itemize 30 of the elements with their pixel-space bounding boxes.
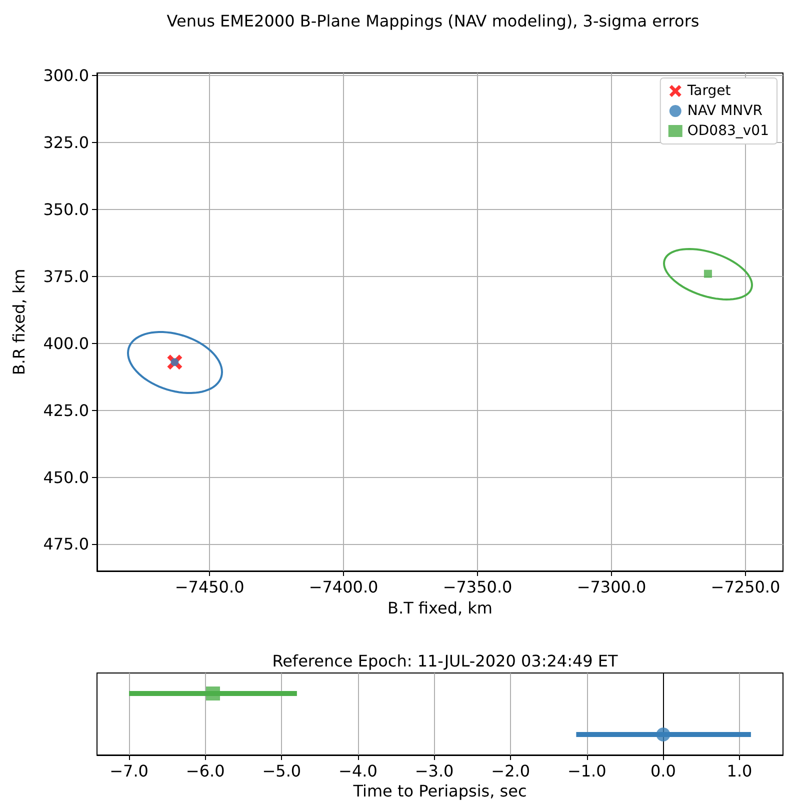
x-tick-label: −3.0: [414, 762, 454, 780]
legend-label: Target: [686, 83, 732, 99]
legend-label: NAV MNVR: [687, 103, 763, 119]
chart-title: Venus EME2000 B-Plane Mappings (NAV modeling), 3-sigma errors: [166, 12, 700, 30]
y-tick-label: 325.0: [43, 133, 89, 152]
y-axis-title: B.R fixed, km: [10, 268, 28, 376]
chart-title: Reference Epoch: 11-JUL-2020 03:24:49 ET: [272, 652, 618, 670]
x-tick-label: −7250.0: [710, 578, 780, 596]
x-tick-label: −7350.0: [442, 578, 512, 596]
x-tick-label: 0.0: [650, 762, 676, 780]
x-tick-label: −6.0: [186, 762, 225, 780]
x-tick-label: −7450.0: [174, 578, 244, 596]
x-axis-title: Time to Periapsis, sec: [352, 782, 527, 800]
x-tick-label: −4.0: [338, 762, 378, 780]
x-tick-label: −5.0: [262, 762, 302, 780]
x-tick-label: −2.0: [491, 762, 530, 780]
x-tick-label: −7.0: [110, 762, 148, 780]
y-tick-label: 400.0: [43, 334, 89, 353]
y-tick-label: 425.0: [43, 400, 89, 420]
x-tick-label: −7400.0: [308, 578, 378, 596]
x-tick-label: 1.0: [726, 762, 752, 780]
legend-label: OD083_v01: [687, 123, 770, 139]
y-tick-label: 350.0: [43, 200, 89, 220]
y-tick-label: 300.0: [43, 66, 89, 86]
x-tick-label: −7300.0: [576, 578, 646, 596]
y-tick-label: 375.0: [43, 266, 89, 286]
x-axis-title: B.T fixed, km: [388, 598, 492, 618]
y-tick-label: 450.0: [43, 468, 89, 487]
y-tick-label: 475.0: [43, 534, 89, 554]
x-tick-label: −1.0: [567, 762, 606, 780]
